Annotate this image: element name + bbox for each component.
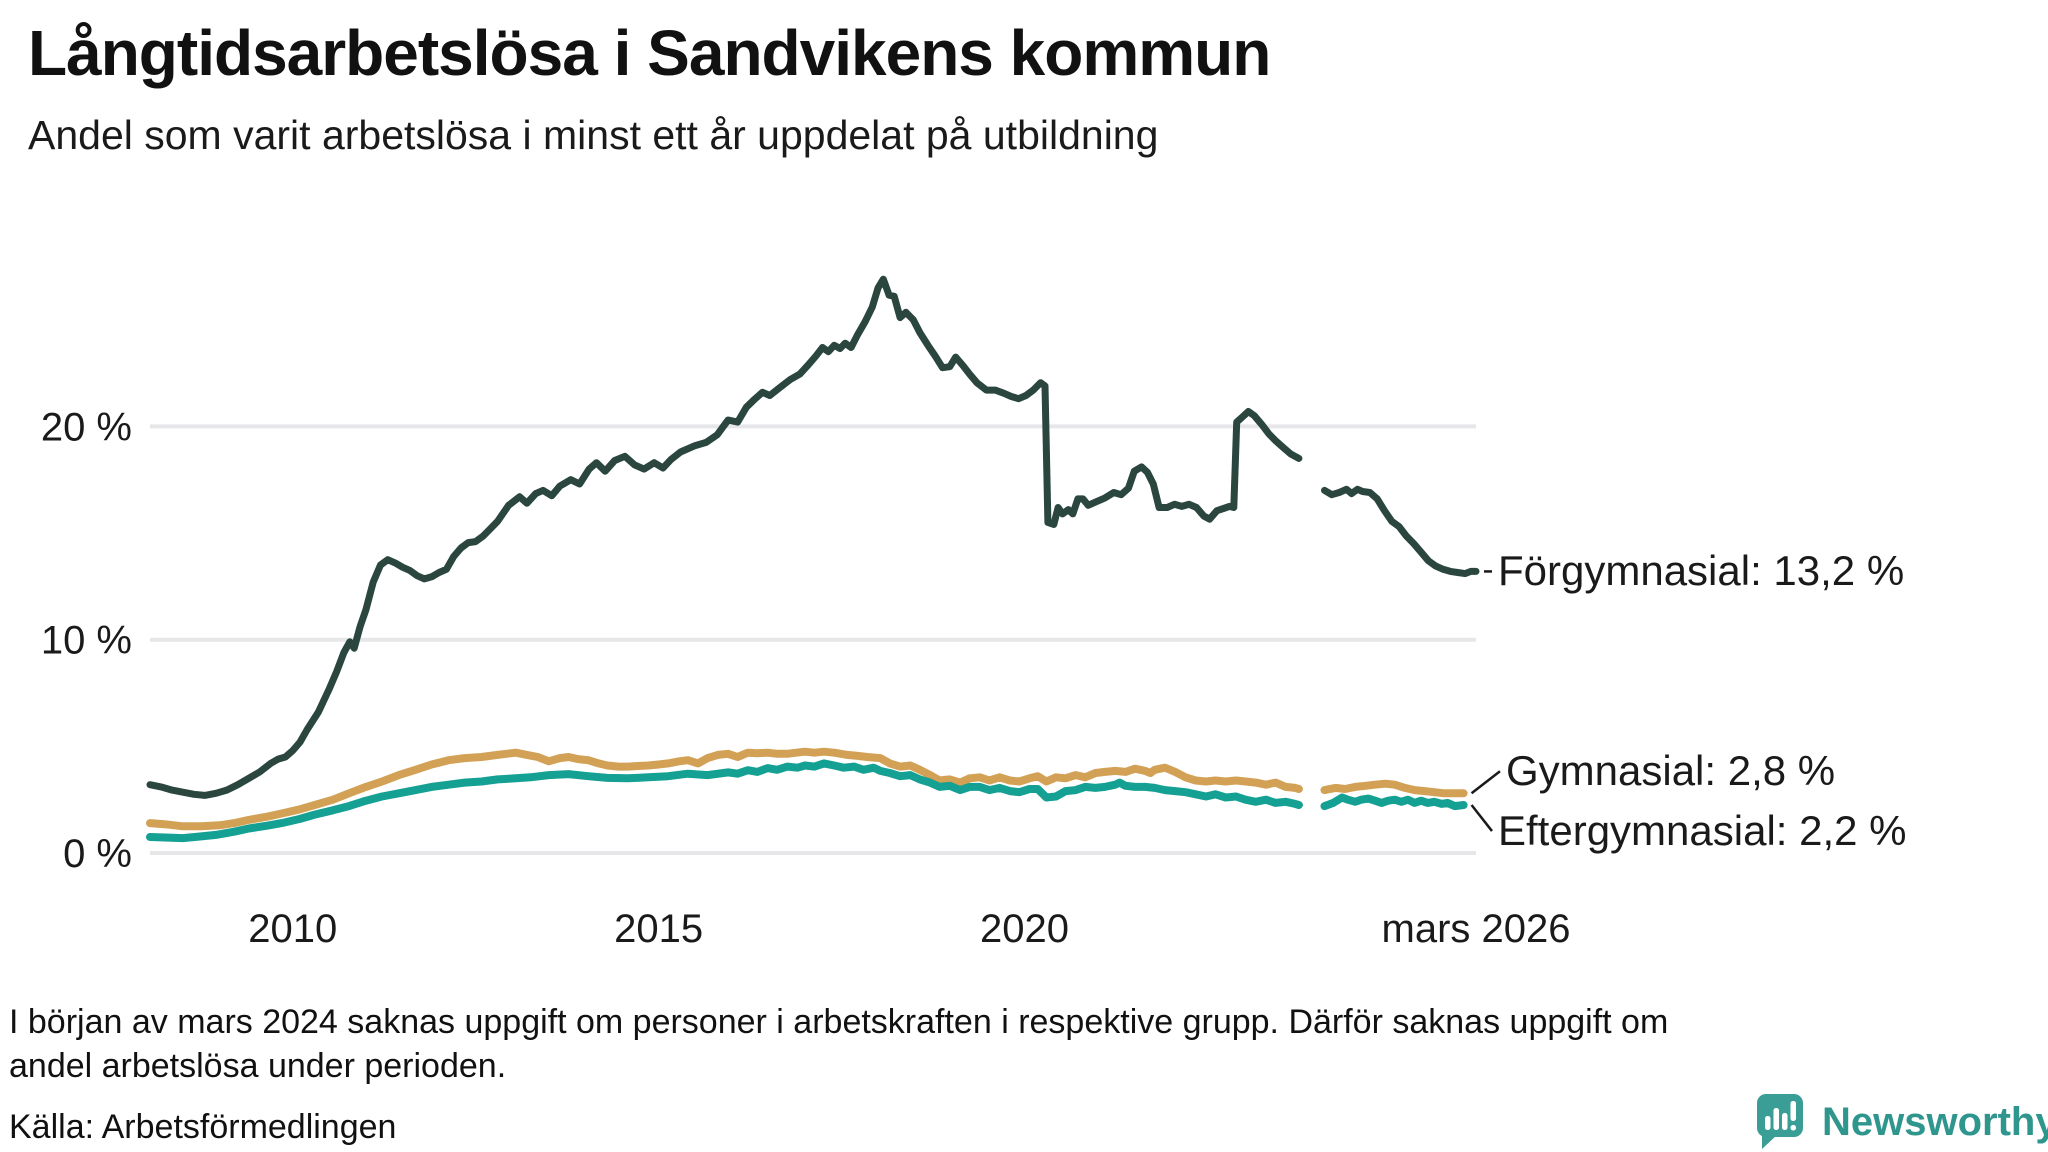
series-label-gymnasial: Gymnasial: 2,8 % <box>1506 747 1836 795</box>
footnote-line-2: andel arbetslösa under perioden. <box>9 1047 507 1085</box>
series-line-gymnasial-seg0 <box>146 747 1303 831</box>
x-tick-label: 2020 <box>980 907 1069 951</box>
y-tick-label: 10 % <box>41 619 132 663</box>
chart-footnote: I början av mars 2024 saknas uppgift om … <box>9 1000 1668 1088</box>
newsworthy-branding: Newsworthy <box>1756 1092 2048 1152</box>
y-tick-label: 20 % <box>41 405 132 449</box>
x-tick-label: 2015 <box>614 907 703 951</box>
footnote-line-1: I början av mars 2024 saknas uppgift om … <box>9 1003 1669 1041</box>
chart-title: Långtidsarbetslösa i Sandvikens kommun <box>28 17 1271 89</box>
source-label: Källa: Arbetsförmedlingen <box>9 1108 397 1146</box>
newsworthy-logo-text: Newsworthy <box>1822 1099 2048 1144</box>
series-label-forgymnasial: Förgymnasial: 13,2 % <box>1498 547 1905 595</box>
series-line-gymnasial-seg1 <box>1320 779 1468 798</box>
x-tick-label: mars 2026 <box>1382 907 1571 951</box>
series-line-förgymnasial-seg0 <box>146 275 1303 799</box>
newsworthy-logo-icon <box>1757 1094 1803 1149</box>
series-line-eftergymnasial-seg0 <box>146 759 1303 843</box>
y-tick-label: 0 % <box>63 832 132 876</box>
label-connector-eftergymnasial <box>1470 804 1493 832</box>
series-line-förgymnasial-seg1 <box>1321 485 1480 578</box>
label-connector-gymnasial <box>1470 770 1501 795</box>
series-line-eftergymnasial-seg1 <box>1320 793 1468 811</box>
series-label-eftergymnasial: Eftergymnasial: 2,2 % <box>1498 807 1907 855</box>
chart-subtitle: Andel som varit arbetslösa i minst ett å… <box>28 112 1159 158</box>
x-tick-label: 2010 <box>248 907 337 951</box>
